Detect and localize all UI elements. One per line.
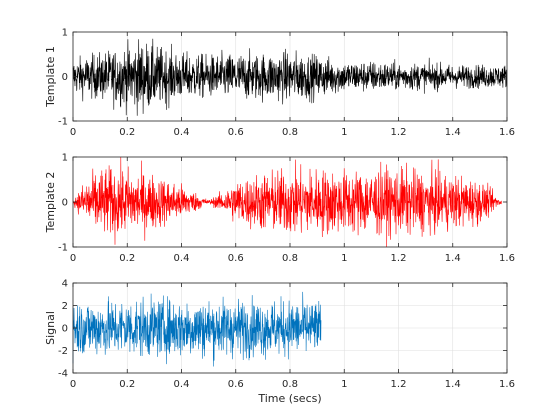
x-tick-label: 1.6 (499, 253, 515, 264)
x-tick-label: 1.4 (445, 253, 461, 264)
x-tick-label: 0 (70, 379, 76, 390)
x-tick-label: 1.6 (499, 127, 515, 138)
x-axis-label: Time (secs) (257, 392, 321, 405)
x-tick-label: 0.8 (282, 127, 298, 138)
y-axis-label: Template 2 (44, 172, 57, 234)
x-tick-label: 1.2 (391, 127, 407, 138)
y-tick-label: -1 (58, 243, 68, 254)
x-tick-label: 1.2 (391, 379, 407, 390)
x-tick-label: 1 (341, 379, 347, 390)
x-tick-label: 0 (70, 253, 76, 264)
x-tick-label: 1.4 (445, 379, 461, 390)
x-tick-label: 0.6 (228, 379, 244, 390)
x-tick-label: 0.4 (174, 253, 190, 264)
x-tick-label: 0.8 (282, 253, 298, 264)
y-tick-label: 0 (62, 198, 68, 209)
x-tick-label: 0 (70, 127, 76, 138)
series-line-3-1 (72, 291, 322, 367)
y-tick-label: 4 (62, 279, 68, 290)
y-tick-label: 0 (62, 324, 68, 335)
x-tick-label: 0.8 (282, 379, 298, 390)
x-tick-label: 1.6 (499, 379, 515, 390)
y-tick-label: 1 (62, 28, 68, 39)
x-tick-label: 0.6 (228, 127, 244, 138)
x-tick-label: 0.2 (119, 253, 135, 264)
x-tick-label: 1 (341, 253, 347, 264)
x-tick-label: 1.4 (445, 127, 461, 138)
series-line-1-1 (72, 38, 508, 116)
subplot-3: 0 0.2 0.4 0.6 0.8 1 1.2 1.4 1.6 -4 -2 0 2 4 Signal Time… (44, 279, 515, 406)
x-tick-label: 1 (341, 127, 347, 138)
x-tick-label: 0.2 (119, 127, 135, 138)
y-tick-label: 0 (62, 72, 68, 83)
x-tick-label: 0.2 (119, 379, 135, 390)
x-tick-label: 0.4 (174, 127, 190, 138)
series-line-2-1 (72, 156, 502, 248)
x-tick-label: 1.2 (391, 253, 407, 264)
x-tick-label: 0.4 (174, 379, 190, 390)
y-tick-label: -1 (58, 117, 68, 128)
y-tick-label: 1 (62, 153, 68, 164)
y-axis-label: Template 1 (44, 46, 57, 108)
x-tick-label: 0.6 (228, 253, 244, 264)
y-axis-label: Signal (44, 311, 57, 345)
y-tick-label: 2 (62, 301, 68, 312)
y-tick-label: -4 (58, 369, 68, 380)
y-tick-label: -2 (58, 346, 68, 357)
